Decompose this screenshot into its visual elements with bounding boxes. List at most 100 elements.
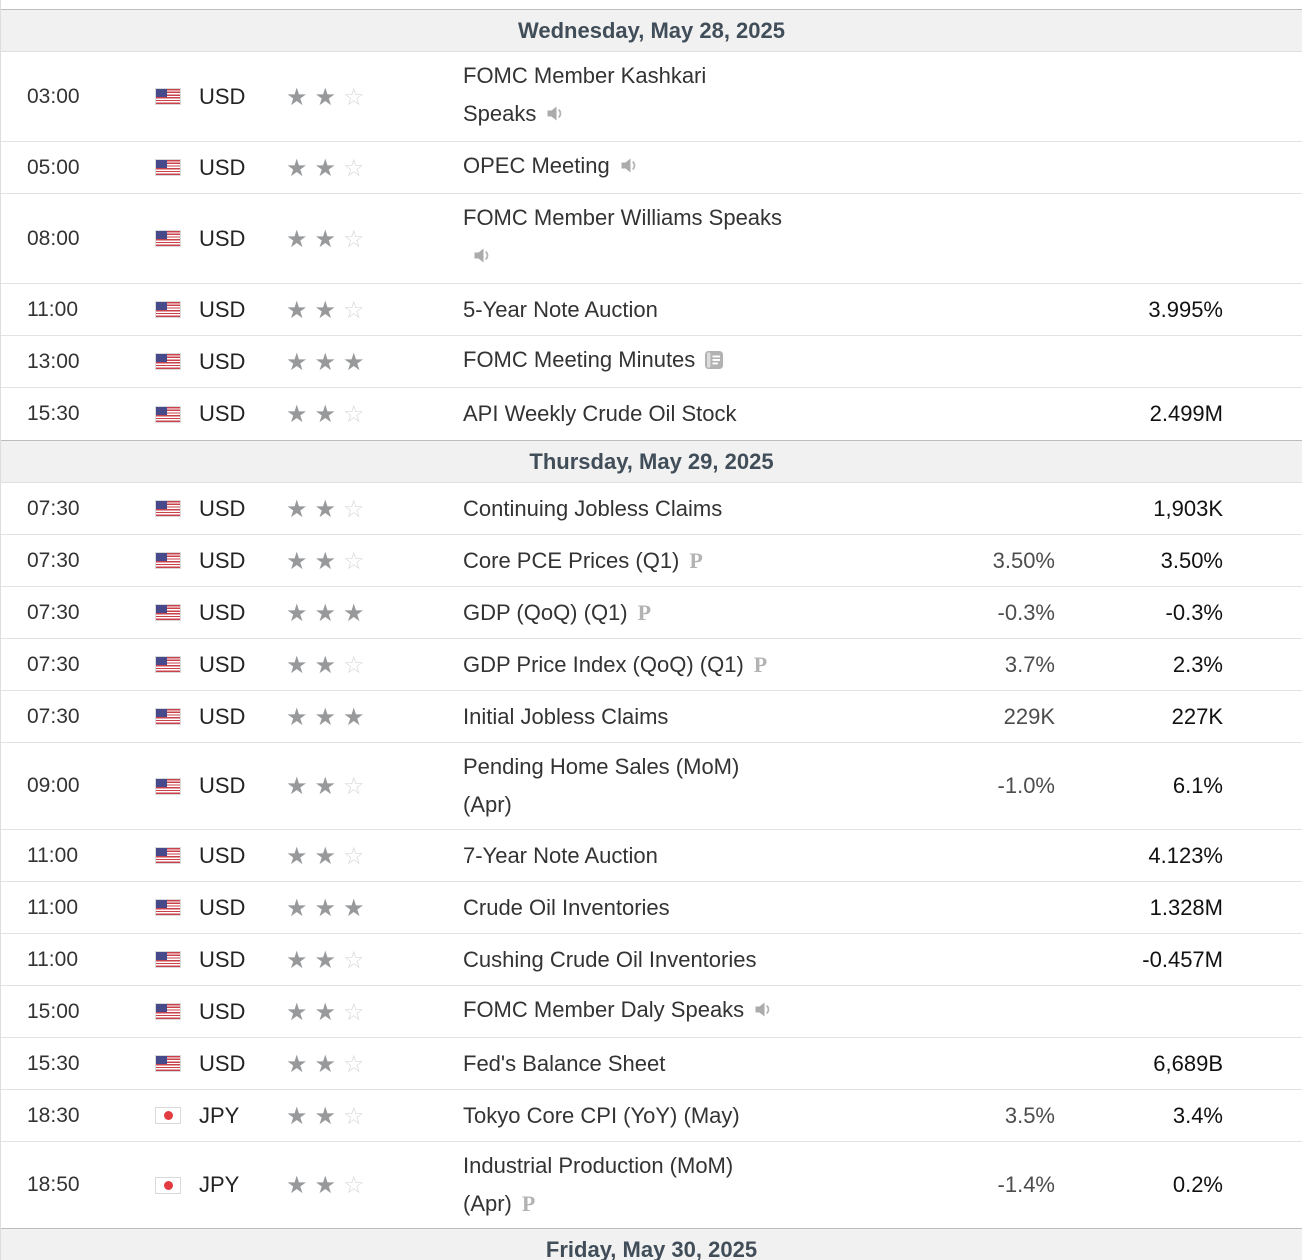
- star-filled-icon: ★: [314, 1171, 344, 1199]
- currency-cell: USD: [155, 704, 286, 730]
- star-filled-icon: ★: [314, 997, 344, 1026]
- event-name[interactable]: OPEC Meeting: [463, 142, 783, 193]
- importance-stars: ★★☆: [286, 1104, 463, 1128]
- previous-value: -0.3%: [1165, 599, 1223, 625]
- star-filled-icon: ★: [314, 295, 344, 324]
- us-flag-icon: [155, 604, 181, 621]
- currency-code: USD: [199, 599, 246, 625]
- previous-value: 3.4%: [1172, 1102, 1223, 1128]
- previous-value: 0.2%: [1172, 1172, 1223, 1197]
- currency-code: USD: [199, 946, 246, 972]
- event-name[interactable]: Tokyo Core CPI (YoY) (May): [463, 1102, 740, 1128]
- star-filled-icon: ★: [314, 400, 344, 428]
- star-filled-icon: ★: [343, 598, 372, 627]
- importance-stars: ★★☆: [286, 1052, 463, 1076]
- star-empty-icon: ☆: [343, 1171, 372, 1199]
- event-name[interactable]: GDP (QoQ) (Q1) P: [463, 599, 652, 625]
- currency-code: USD: [199, 773, 246, 798]
- star-filled-icon: ★: [286, 546, 315, 575]
- preliminary-icon: P: [753, 651, 768, 677]
- importance-stars: ★★★: [286, 896, 463, 920]
- star-filled-icon: ★: [343, 893, 372, 922]
- japan-flag-icon: [155, 1107, 181, 1124]
- event-name[interactable]: Fed's Balance Sheet: [463, 1050, 666, 1076]
- star-filled-icon: ★: [286, 224, 315, 253]
- event-name[interactable]: 5-Year Note Auction: [463, 296, 658, 322]
- speaker-icon: [472, 240, 493, 278]
- event-name[interactable]: Pending Home Sales (MoM) (Apr): [463, 754, 740, 817]
- event-name[interactable]: FOMC Member Kashkari Speaks: [463, 52, 783, 141]
- event-name[interactable]: FOMC Member Daly Speaks: [463, 986, 783, 1037]
- event-name[interactable]: FOMC Member Williams Speaks: [463, 194, 783, 283]
- event-time: 18:50: [27, 1173, 80, 1196]
- currency-cell: USD: [155, 773, 286, 799]
- star-filled-icon: ★: [286, 1101, 315, 1130]
- event-name[interactable]: Continuing Jobless Claims: [463, 495, 723, 521]
- event-time: 08:00: [27, 226, 80, 250]
- us-flag-icon: [155, 847, 181, 864]
- forecast-value: 3.50%: [992, 547, 1055, 573]
- event-time: 11:00: [27, 895, 78, 919]
- speaker-icon: [753, 994, 774, 1032]
- star-filled-icon: ★: [286, 347, 315, 376]
- speaker-icon: [545, 98, 566, 136]
- speaker-icon: [619, 150, 640, 188]
- event-time: 07:30: [27, 704, 80, 728]
- star-empty-icon: ☆: [343, 1101, 372, 1130]
- importance-stars: ★★☆: [286, 549, 463, 573]
- us-flag-icon: [155, 500, 181, 517]
- event-row: 07:30 USD ★★☆ Core PCE Prices (Q1) P 3.50…: [1, 535, 1302, 587]
- event-name[interactable]: Industrial Production (MoM) (Apr) P: [463, 1153, 734, 1216]
- importance-stars: ★★☆: [286, 227, 463, 251]
- event-name[interactable]: 7-Year Note Auction: [463, 842, 658, 868]
- event-name[interactable]: API Weekly Crude Oil Stock: [463, 401, 737, 426]
- previous-value: 1,903K: [1153, 495, 1223, 521]
- event-name[interactable]: Crude Oil Inventories: [463, 894, 670, 920]
- event-row: 13:00 USD ★★★ FOMC Meeting Minutes: [1, 336, 1302, 388]
- event-time: 11:00: [27, 297, 78, 321]
- previous-value: 1.328M: [1149, 894, 1223, 920]
- date-header-label: Friday, May 30, 2025: [545, 1236, 758, 1260]
- star-filled-icon: ★: [286, 153, 315, 182]
- date-header: Wednesday, May 28, 2025: [1, 9, 1302, 52]
- importance-stars: ★★☆: [286, 1000, 463, 1024]
- event-time: 15:30: [27, 402, 80, 425]
- us-flag-icon: [155, 656, 181, 673]
- event-time: 15:30: [27, 1051, 80, 1075]
- importance-stars: ★★☆: [286, 948, 463, 972]
- event-name[interactable]: GDP Price Index (QoQ) (Q1) P: [463, 651, 768, 677]
- previous-value: 2.499M: [1149, 401, 1223, 426]
- event-time: 09:00: [27, 774, 80, 797]
- event-name[interactable]: Core PCE Prices (Q1) P: [463, 547, 703, 573]
- currency-cell: USD: [155, 401, 286, 427]
- currency-cell: USD: [155, 652, 286, 678]
- star-filled-icon: ★: [286, 650, 315, 679]
- us-flag-icon: [155, 353, 181, 370]
- star-filled-icon: ★: [314, 772, 344, 800]
- event-row: 15:00 USD ★★☆ FOMC Member Daly Speaks: [1, 986, 1302, 1038]
- event-time: 07:30: [27, 652, 80, 676]
- star-empty-icon: ☆: [343, 1049, 372, 1078]
- us-flag-icon: [155, 159, 181, 176]
- event-name[interactable]: Initial Jobless Claims: [463, 703, 669, 729]
- event-name[interactable]: FOMC Meeting Minutes: [463, 336, 783, 387]
- us-flag-icon: [155, 88, 181, 105]
- star-filled-icon: ★: [314, 153, 344, 182]
- previous-value: -0.457M: [1142, 946, 1223, 972]
- star-filled-icon: ★: [314, 1049, 344, 1078]
- star-filled-icon: ★: [286, 1049, 315, 1078]
- star-filled-icon: ★: [314, 224, 344, 253]
- event-row: 18:30 JPY ★★☆ Tokyo Core CPI (YoY) (May)…: [1, 1090, 1302, 1142]
- event-name[interactable]: Cushing Crude Oil Inventories: [463, 946, 757, 972]
- event-time: 13:00: [27, 349, 80, 373]
- event-time: 18:30: [27, 1103, 80, 1127]
- currency-cell: JPY: [155, 1172, 286, 1198]
- star-filled-icon: ★: [343, 347, 372, 376]
- importance-stars: ★★☆: [286, 85, 463, 109]
- calendar-sections: Wednesday, May 28, 2025 03:00 USD ★★☆ FO…: [1, 9, 1302, 1260]
- currency-code: USD: [199, 348, 246, 374]
- event-row: 07:30 USD ★★★ GDP (QoQ) (Q1) P -0.3% -0.3…: [1, 587, 1302, 639]
- event-row: 09:00 USD ★★☆ Pending Home Sales (MoM) (…: [1, 743, 1302, 830]
- currency-cell: JPY: [155, 1103, 286, 1129]
